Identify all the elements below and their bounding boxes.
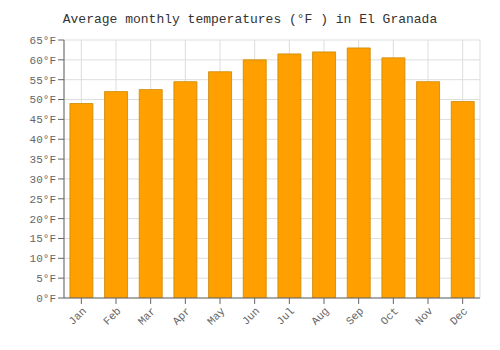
svg-text:60°F: 60°F (30, 55, 56, 67)
html-text:Average monthly temperatures (: Average monthly temperatures (°F ) in El… (62, 12, 438, 27)
svg-text:45°F: 45°F (30, 114, 56, 126)
svg-text:25°F: 25°F (30, 194, 56, 206)
svg-text:15°F: 15°F (30, 233, 56, 245)
svg-text:30°F: 30°F (30, 174, 56, 186)
svg-text:55°F: 55°F (30, 75, 56, 87)
svg-text:May: May (205, 305, 228, 328)
svg-text:5°F: 5°F (36, 273, 56, 285)
svg-text:20°F: 20°F (30, 214, 56, 226)
svg-text:Sep: Sep (344, 305, 366, 327)
svg-text:Apr: Apr (170, 305, 192, 327)
svg-text:Dec: Dec (448, 305, 470, 327)
svg-text:Jun: Jun (240, 305, 262, 327)
svg-text:10°F: 10°F (30, 253, 56, 265)
svg-text:Oct: Oct (378, 305, 400, 327)
svg-text:Jul: Jul (274, 305, 296, 327)
svg-text:Feb: Feb (101, 305, 123, 327)
svg-text:65°F: 65°F (30, 35, 56, 47)
svg-text:35°F: 35°F (30, 154, 56, 166)
svg-text:40°F: 40°F (30, 134, 56, 146)
svg-text:Mar: Mar (136, 305, 158, 327)
svg-text:Nov: Nov (413, 305, 436, 328)
svg-text:Aug: Aug (309, 305, 331, 327)
svg-text:0°F: 0°F (36, 293, 56, 305)
svg-text:Jan: Jan (66, 305, 88, 327)
svg-text:50°F: 50°F (30, 94, 56, 106)
